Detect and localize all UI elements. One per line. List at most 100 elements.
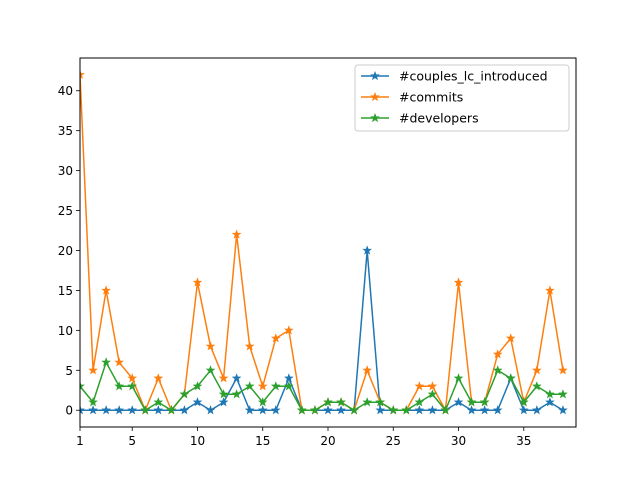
x-tick-label: 10: [190, 434, 205, 448]
data-point: [257, 397, 268, 407]
legend-label: #couples_lc_introduced: [399, 69, 548, 84]
data-point: [545, 285, 555, 295]
data-point: [492, 405, 503, 415]
data-point: [323, 397, 333, 407]
legend-item: #commits: [361, 90, 463, 105]
data-point: [532, 405, 542, 415]
data-point: [453, 277, 464, 287]
data-point: [362, 245, 372, 255]
data-point: [375, 397, 386, 407]
data-point: [140, 405, 151, 415]
data-point: [414, 381, 425, 391]
data-point: [284, 373, 294, 383]
data-point: [114, 357, 124, 367]
data-point: [218, 373, 229, 383]
data-point: [179, 405, 190, 415]
data-point: [101, 405, 111, 415]
data-point: [492, 365, 503, 375]
data-point: [427, 405, 438, 415]
data-point: [414, 405, 425, 415]
data-point: [427, 389, 438, 399]
data-point: [401, 405, 412, 415]
data-point: [179, 389, 190, 399]
data-point: [127, 405, 138, 415]
x-tick-label: 20: [320, 434, 335, 448]
legend-marker: [370, 91, 380, 102]
data-point: [80, 69, 85, 79]
data-point: [375, 405, 386, 415]
data-point: [88, 397, 98, 407]
data-point: [101, 285, 111, 295]
x-tick-label: 25: [386, 434, 401, 448]
data-point: [532, 365, 542, 375]
data-point: [192, 277, 203, 287]
y-tick-label: 40: [58, 84, 73, 98]
data-point: [310, 405, 320, 415]
data-point: [479, 397, 490, 407]
data-point: [453, 397, 464, 407]
legend-label: #commits: [399, 90, 463, 105]
data-point: [362, 365, 372, 375]
y-tick-label: 35: [58, 124, 73, 138]
data-point: [231, 389, 242, 399]
y-tick-label: 15: [58, 284, 73, 298]
data-point: [336, 397, 346, 407]
data-point: [479, 405, 490, 415]
data-point: [518, 405, 529, 415]
series-3: [80, 357, 568, 415]
data-point: [153, 397, 164, 407]
legend-item: #developers: [361, 111, 479, 126]
legend-box: [354, 64, 570, 132]
data-point: [270, 333, 281, 343]
data-point: [192, 381, 203, 391]
x-tick-label: 30: [451, 434, 466, 448]
data-point: [218, 397, 229, 407]
data-point: [205, 405, 216, 415]
data-point: [284, 381, 294, 391]
data-point: [270, 381, 281, 391]
data-point: [453, 373, 464, 383]
data-point: [205, 365, 216, 375]
series-layer: [80, 69, 568, 415]
data-point: [323, 405, 333, 415]
data-point: [388, 405, 399, 415]
data-point: [558, 389, 568, 399]
legend-label: #developers: [399, 111, 479, 126]
data-point: [466, 397, 477, 407]
y-tick-label: 20: [58, 244, 73, 258]
legend-marker: [370, 112, 380, 123]
data-point: [80, 381, 85, 391]
data-point: [153, 405, 164, 415]
data-point: [205, 341, 216, 351]
data-point: [231, 373, 242, 383]
data-point: [492, 349, 503, 359]
legend-item: #couples_lc_introduced: [361, 69, 548, 84]
data-point: [558, 405, 568, 415]
x-tick-label: 15: [255, 434, 270, 448]
data-point: [127, 381, 138, 391]
data-point: [440, 405, 451, 415]
data-point: [257, 381, 268, 391]
x-tick-label: 1: [76, 434, 84, 448]
data-point: [349, 405, 359, 415]
data-point: [414, 397, 425, 407]
data-point: [270, 405, 281, 415]
data-point: [505, 333, 516, 343]
data-point: [114, 405, 124, 415]
data-point: [545, 389, 555, 399]
data-point: [336, 405, 346, 415]
y-tick-label: 5: [65, 364, 73, 378]
data-point: [284, 325, 294, 335]
data-point: [558, 365, 568, 375]
y-tick-label: 25: [58, 204, 73, 218]
x-tick-label: 35: [516, 434, 531, 448]
data-point: [192, 397, 203, 407]
data-point: [218, 389, 229, 399]
data-point: [297, 405, 307, 415]
x-tick-label: 5: [128, 434, 136, 448]
data-point: [466, 405, 477, 415]
data-point: [362, 397, 372, 407]
data-point: [88, 405, 98, 415]
